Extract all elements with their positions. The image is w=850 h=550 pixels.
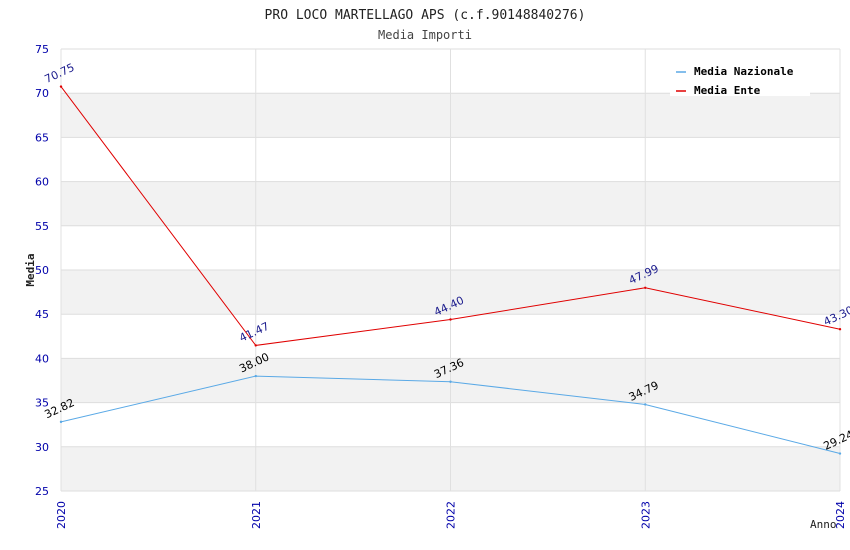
chart-title: PRO LOCO MARTELLAGO APS (c.f.90148840276…	[265, 8, 586, 23]
data-label-media-ente: 41.47	[237, 320, 271, 345]
legend-label-media-ente: Media Ente	[694, 84, 761, 97]
x-tick-label: 2022	[445, 501, 458, 529]
x-tick-label: 2021	[250, 501, 263, 529]
x-tick-label: 2020	[55, 501, 68, 529]
y-tick-label: 25	[35, 485, 49, 498]
y-tick-labels: 25 30 35 40 45 50 55 60 65 70 75	[35, 43, 49, 498]
legend: Media Nazionale Media Ente	[670, 60, 810, 97]
data-point-media-nazionale	[644, 403, 647, 406]
legend-box	[670, 60, 810, 96]
legend-label-media-nazionale: Media Nazionale	[694, 65, 794, 78]
x-tick-labels: 2020 2021 2022 2023 2024	[55, 501, 847, 529]
data-point-media-nazionale	[449, 380, 452, 383]
y-tick-label: 30	[35, 441, 49, 454]
data-point-media-nazionale	[254, 374, 257, 378]
y-tick-label: 35	[35, 397, 49, 410]
x-tick-label: 2023	[639, 501, 652, 529]
y-tick-label: 75	[35, 43, 49, 56]
data-point-media-nazionale	[59, 420, 63, 424]
data-label-media-ente: 70.75	[42, 61, 76, 86]
y-tick-label: 60	[35, 176, 49, 189]
data-point-media-ente	[644, 286, 647, 289]
y-tick-label: 40	[35, 352, 49, 365]
y-axis-label: Media	[24, 253, 37, 286]
y-tick-label: 55	[35, 220, 49, 233]
chart-subtitle: Media Importi	[378, 28, 472, 42]
x-tick-label: 2024	[834, 501, 847, 529]
x-axis-label: Anno	[810, 518, 837, 531]
y-tick-label: 65	[35, 131, 49, 144]
y-tick-label: 45	[35, 308, 49, 321]
y-tick-label: 50	[35, 264, 49, 277]
y-tick-label: 70	[35, 87, 49, 100]
data-point-media-ente	[254, 344, 257, 347]
data-point-media-ente	[838, 328, 842, 331]
data-point-media-nazionale	[838, 452, 842, 455]
grid-lines	[60, 48, 841, 492]
data-point-media-ente	[449, 318, 452, 321]
data-point-media-ente	[59, 85, 63, 88]
